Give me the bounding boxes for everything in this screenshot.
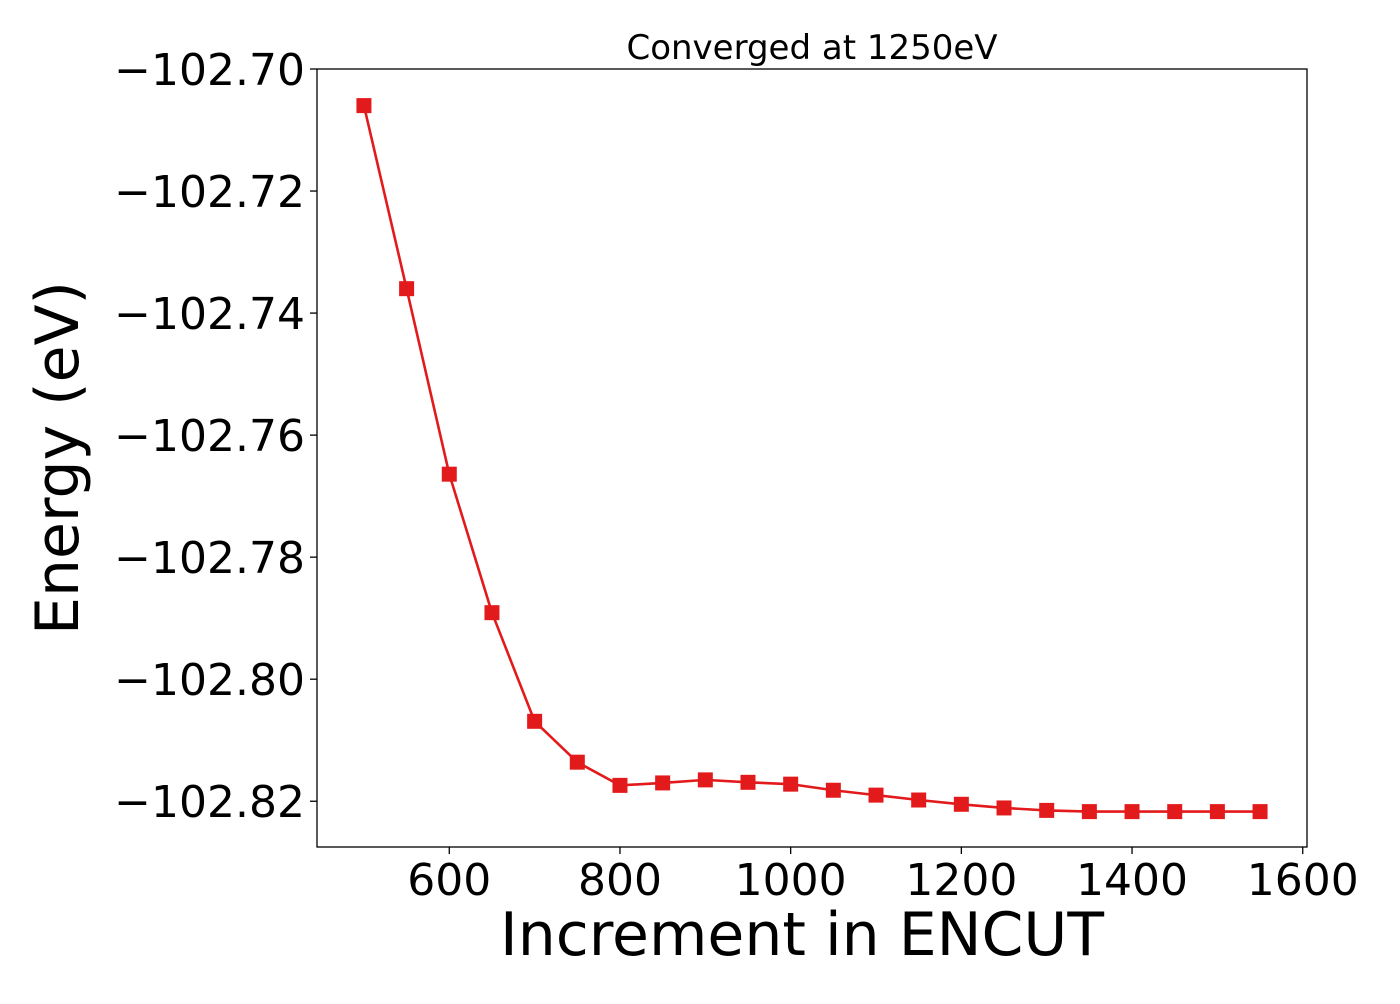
- data-point-marker: [996, 800, 1012, 816]
- x-tick-label: 600: [407, 855, 491, 906]
- series-line: [362, 105, 1261, 813]
- y-tick-label: −102.70: [114, 45, 305, 96]
- plot-area: [356, 98, 1268, 820]
- data-point-marker: [399, 281, 415, 297]
- data-point-marker: [783, 776, 799, 792]
- data-point-marker: [868, 787, 884, 803]
- x-tick-label: 1200: [905, 855, 1017, 906]
- data-point-marker: [1209, 804, 1225, 820]
- y-axis: −102.70 −102.72 −102.74 −102.76 −102.78 −102.…: [114, 45, 317, 828]
- data-point-marker: [527, 713, 543, 729]
- data-point-marker: [441, 466, 457, 482]
- data-point-marker: [1252, 804, 1268, 820]
- x-axis-label: Increment in ENCUT: [500, 900, 1104, 970]
- data-point-marker: [356, 98, 372, 114]
- y-tick-label: −102.76: [114, 411, 305, 462]
- x-tick-label: 1600: [1247, 855, 1359, 906]
- y-axis-label: Energy (eV): [23, 281, 93, 635]
- data-point-marker: [697, 772, 713, 788]
- x-axis: 600 800 1000 1200 1400 1600: [407, 847, 1359, 906]
- y-tick-label: −102.80: [114, 655, 305, 706]
- data-point-marker: [612, 777, 628, 793]
- chart-title: Converged at 1250eV: [626, 28, 997, 68]
- data-point-marker: [953, 796, 969, 812]
- data-point-marker: [1167, 804, 1183, 820]
- data-point-marker: [484, 605, 500, 621]
- data-point-marker: [1039, 802, 1055, 818]
- y-tick-label: −102.78: [114, 533, 305, 584]
- data-point-marker: [740, 774, 756, 790]
- data-point-marker: [911, 792, 927, 808]
- y-tick-label: −102.74: [114, 289, 305, 340]
- data-point-marker: [569, 754, 585, 770]
- plot-frame: [316, 68, 1308, 848]
- y-tick-label: −102.82: [114, 777, 305, 828]
- x-tick-label: 1000: [735, 855, 847, 906]
- x-tick-label: 800: [578, 855, 662, 906]
- data-point-marker: [1081, 804, 1097, 820]
- y-tick-label: −102.72: [114, 167, 305, 218]
- data-point-marker: [825, 782, 841, 798]
- data-point-marker: [1124, 804, 1140, 820]
- data-point-marker: [655, 775, 671, 791]
- x-tick-label: 1400: [1076, 855, 1188, 906]
